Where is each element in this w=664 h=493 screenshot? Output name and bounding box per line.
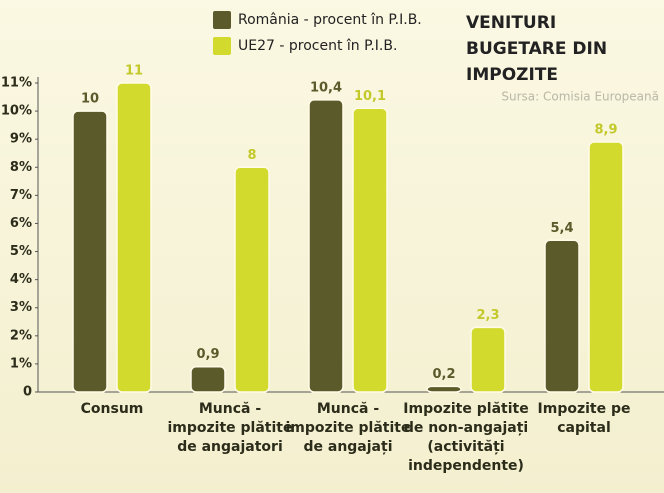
legend-label: România - procent în P.I.B. <box>238 12 422 28</box>
y-tick-label: 0 <box>23 385 32 400</box>
legend-swatch <box>213 37 231 55</box>
bar <box>309 100 343 392</box>
data-label: 10,4 <box>310 80 342 95</box>
data-label: 2,3 <box>476 308 499 323</box>
data-label: 8 <box>247 148 256 163</box>
data-label: 5,4 <box>550 221 573 236</box>
y-tick-label: 4% <box>10 272 32 287</box>
y-tick-label: 10% <box>1 104 32 119</box>
y-tick-label: 3% <box>10 300 32 315</box>
x-tick-label: Consum <box>48 400 176 419</box>
y-tick-label: 6% <box>10 216 32 231</box>
data-label: 0,9 <box>196 347 219 362</box>
x-tick-label: Muncă - impozite plătite de angajați <box>284 400 412 457</box>
bar <box>353 108 387 392</box>
data-label: 0,2 <box>432 367 455 382</box>
y-tick-label: 1% <box>10 356 32 371</box>
bar <box>235 167 269 392</box>
data-label: 8,9 <box>594 122 617 137</box>
y-tick-label: 8% <box>10 160 32 175</box>
y-tick-label: 2% <box>10 328 32 343</box>
bar <box>545 240 579 392</box>
bar <box>427 386 461 392</box>
y-tick-label: 9% <box>10 132 32 147</box>
bar <box>117 83 151 392</box>
legend-swatch <box>213 11 231 29</box>
chart: Sursa: Comisia Europeană 0 1% 2% 3% 4% 5% 6% 7%… <box>0 0 664 493</box>
data-label: 10,1 <box>354 89 386 104</box>
legend-label: UE27 - procent în P.I.B. <box>238 38 397 54</box>
bar <box>471 327 505 392</box>
bar <box>191 367 225 392</box>
y-tick-label: 5% <box>10 244 32 259</box>
x-tick-label: Impozite pe capital <box>520 400 648 438</box>
bar <box>73 111 107 392</box>
source: Sursa: Comisia Europeană <box>501 90 659 104</box>
chart-title: VENITURI BUGETARE DIN IMPOZITE <box>466 10 661 88</box>
data-label: 10 <box>81 92 99 107</box>
y-tick-label: 11% <box>1 76 32 91</box>
bar <box>589 142 623 392</box>
y-tick-label: 7% <box>10 188 32 203</box>
data-label: 11 <box>125 64 143 79</box>
x-tick-label: Impozite plătite de non-angajați (activi… <box>402 400 530 476</box>
x-tick-label: Muncă - impozite plătite de angajatori <box>166 400 294 457</box>
